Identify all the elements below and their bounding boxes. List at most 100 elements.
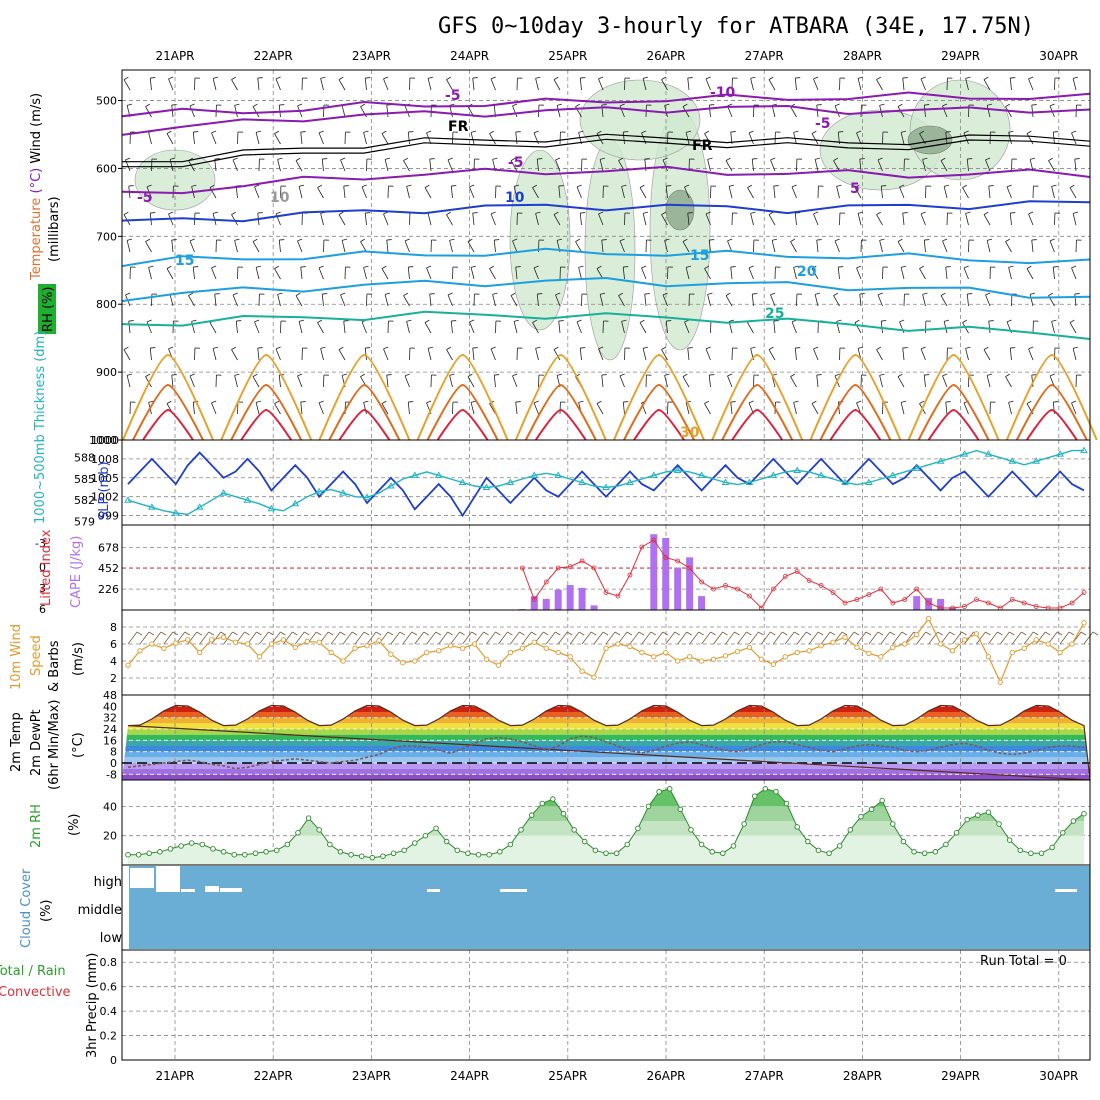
wind-barb — [771, 240, 776, 253]
bl-contour — [426, 383, 499, 441]
rh-marker — [1081, 810, 1087, 817]
wind-barb-flag — [643, 211, 649, 214]
wind-barb-flag — [429, 293, 435, 295]
wind-barb — [664, 375, 668, 388]
wind-barb — [837, 402, 840, 415]
wind-barb — [278, 375, 281, 388]
wind-barb — [596, 403, 604, 415]
wind-marker — [364, 643, 370, 649]
surface-barb-flag — [136, 631, 143, 636]
surface-barb — [426, 631, 437, 645]
wind-barb-flag — [145, 103, 151, 107]
wind-barb — [469, 321, 475, 334]
bl-contour — [230, 383, 303, 441]
wind-barb-flag — [295, 157, 301, 161]
rh-marker — [475, 851, 482, 858]
wind-marker — [902, 641, 908, 647]
wind-barb-flag — [535, 211, 541, 214]
slp-tick: 1002 — [91, 491, 119, 504]
surface-barb-flag — [160, 631, 167, 636]
wind-marker — [579, 668, 585, 674]
cape-bar — [913, 596, 921, 610]
wind-barb — [1052, 267, 1055, 280]
wind-barb-flag — [661, 346, 667, 350]
lifted-marker — [519, 565, 525, 571]
rh-marker — [953, 830, 960, 836]
wind-marker — [1081, 620, 1087, 626]
wind-marker — [531, 639, 537, 645]
wind-barb-flag — [490, 346, 496, 350]
wind-barb — [189, 375, 195, 388]
lifted-marker — [699, 579, 704, 585]
surface-barb-flag — [578, 631, 585, 636]
rh-marker — [645, 803, 652, 810]
surface-barb — [211, 631, 221, 645]
wind-barb-flag — [512, 103, 518, 107]
wind-barb-flag — [447, 292, 453, 296]
wind-barb-flag — [707, 157, 713, 160]
surface-barb — [127, 631, 138, 645]
surface-barb — [569, 631, 580, 645]
wind-barb-flag — [557, 103, 563, 106]
wind-marker — [149, 641, 155, 647]
surface-barb-flag — [698, 631, 704, 636]
wind-barb-flag — [553, 346, 559, 350]
wind-barb-flag — [575, 103, 581, 107]
wind-barb-flag — [768, 346, 774, 350]
wind-barb-flag — [451, 320, 457, 322]
wind-barb-flag — [967, 158, 973, 160]
wind-barb — [383, 348, 389, 361]
lifted-tick: -3 — [35, 537, 46, 550]
surface-barb-flag — [722, 631, 728, 636]
wind-barb — [601, 375, 604, 388]
lifted-marker — [1009, 597, 1015, 602]
wind-marker — [471, 641, 478, 647]
wind-barb-flag — [257, 347, 263, 349]
wind-barb — [923, 375, 926, 388]
wind-barb-flag — [1053, 131, 1059, 133]
wind-barb-flag — [428, 346, 434, 349]
wind-barb — [1069, 322, 1077, 334]
wind-barb-flag — [127, 373, 133, 376]
isotherm — [121, 200, 1091, 223]
wind-barb — [234, 105, 238, 118]
thickness-marker — [1032, 457, 1041, 464]
wind-barb — [750, 213, 754, 226]
rh-marker — [412, 840, 418, 846]
surface-barb-flag — [614, 631, 621, 636]
rh-marker — [826, 850, 832, 857]
rh-marker — [635, 825, 641, 832]
wind-barb-flag — [641, 265, 647, 269]
wind-marker — [388, 651, 394, 657]
wind-barb — [490, 213, 496, 226]
wind-barb-flag — [662, 292, 668, 296]
wind-barb — [942, 240, 948, 253]
wind-marker — [304, 638, 310, 645]
top-date-label: 27APR — [745, 49, 784, 63]
wind-barb-flag — [838, 266, 844, 268]
wind-marker — [197, 649, 203, 656]
wind-barb-flag — [166, 400, 172, 404]
wind-barb-flag — [988, 185, 994, 187]
wind-barb — [341, 240, 346, 253]
wind-barb-flag — [881, 185, 887, 187]
wind-barb-flag — [965, 346, 971, 349]
wind-barb-flag — [619, 373, 625, 377]
rh-marker — [273, 847, 280, 854]
wind-barb — [814, 159, 819, 172]
tick-label: 800 — [96, 298, 117, 311]
wind-marker — [627, 643, 633, 650]
wind-barb-flag — [729, 184, 735, 187]
wind-barb — [235, 186, 238, 199]
thickness-marker — [1008, 457, 1017, 464]
wind-barb — [470, 402, 475, 415]
cloud-gap — [156, 866, 180, 892]
surface-barb-flag — [674, 631, 680, 636]
rh-marker — [550, 796, 556, 802]
wind-barb — [897, 376, 905, 388]
wind-barb-flag — [813, 76, 819, 80]
wind-barb — [816, 240, 819, 253]
wind-barb-flag — [146, 184, 152, 188]
isotherm — [121, 247, 1091, 268]
wind-label-1: 10m Wind — [9, 624, 24, 690]
